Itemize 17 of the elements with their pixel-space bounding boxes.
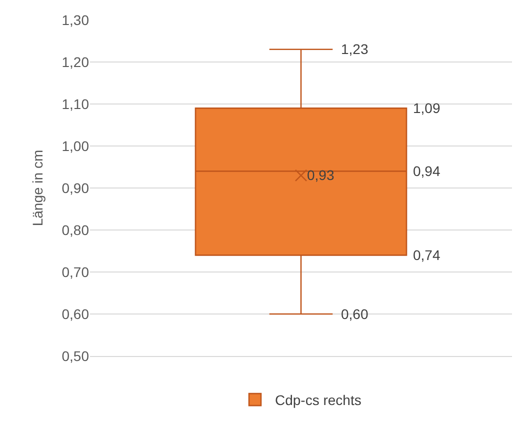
y-tick-label: 0,50 — [62, 348, 90, 364]
y-tick-label: 0,90 — [62, 180, 90, 196]
annotation: 0,74 — [413, 247, 440, 263]
y-axis-title: Länge in cm — [29, 150, 46, 226]
y-tick-label: 0,80 — [62, 222, 90, 238]
y-tick-label: 0,60 — [62, 306, 90, 322]
y-tick-label: 1,00 — [62, 138, 90, 154]
y-tick-label: 1,20 — [62, 54, 90, 70]
annotation: 1,09 — [413, 100, 440, 116]
y-tick-label: 1,10 — [62, 96, 90, 112]
legend-label: Cdp-cs rechts — [275, 392, 362, 408]
annotation: 0,60 — [341, 306, 368, 322]
annotation: 0,93 — [307, 167, 334, 183]
annotation: 1,23 — [341, 41, 368, 57]
y-tick-label: 1,30 — [62, 12, 90, 28]
y-tick-label: 0,70 — [62, 264, 90, 280]
annotation: 0,94 — [413, 163, 440, 179]
